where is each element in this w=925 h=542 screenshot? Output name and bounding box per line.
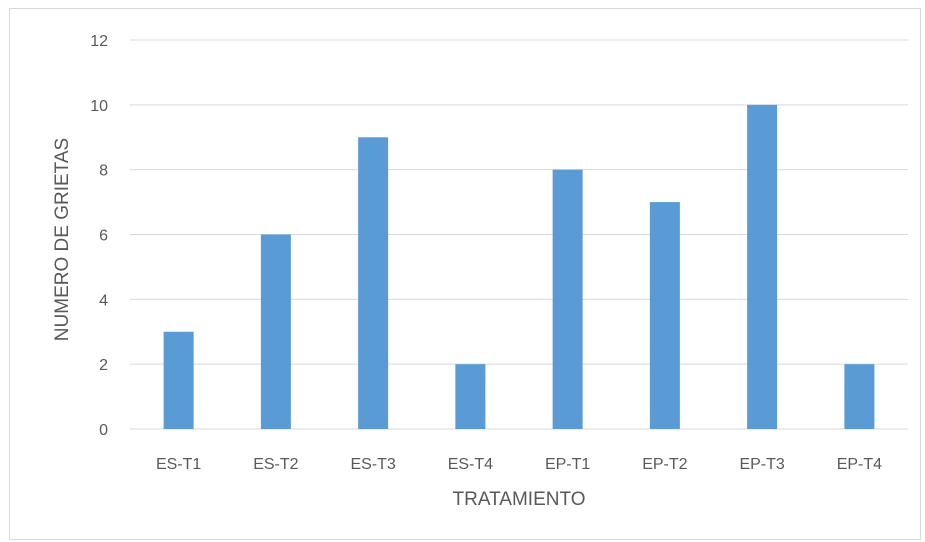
bar-ep-t3 bbox=[747, 104, 778, 429]
x-tick-label: ES-T4 bbox=[448, 456, 493, 473]
gridlines bbox=[130, 39, 908, 430]
y-tick-label: 2 bbox=[99, 357, 108, 374]
bar-ep-t2 bbox=[649, 202, 680, 429]
y-tick-label: 12 bbox=[90, 33, 108, 50]
x-tick-label: EP-T2 bbox=[642, 456, 687, 473]
bar-es-t2 bbox=[260, 234, 291, 429]
x-tick-label: EP-T4 bbox=[837, 456, 882, 473]
x-tick-label: ES-T1 bbox=[156, 456, 201, 473]
bar-es-t4 bbox=[455, 364, 486, 429]
x-tick-labels: ES-T1 ES-T2 ES-T3 ES-T4 EP-T1 EP-T2 EP-T3 EP-T4 bbox=[156, 456, 882, 473]
bar-ep-t1 bbox=[552, 169, 583, 429]
bars bbox=[163, 104, 875, 429]
y-tick-label: 4 bbox=[99, 292, 108, 309]
y-tick-label: 8 bbox=[99, 163, 108, 180]
x-axis-title: TRATAMIENTO bbox=[453, 489, 586, 510]
x-tick-label: EP-T3 bbox=[739, 456, 784, 473]
y-tick-label: 10 bbox=[90, 98, 108, 115]
x-tick-label: ES-T3 bbox=[350, 456, 395, 473]
bar-ep-t4 bbox=[844, 364, 875, 429]
y-tick-labels: 0 2 4 6 8 10 12 bbox=[90, 33, 108, 439]
y-axis-title: NUMERO DE GRIETAS bbox=[52, 138, 73, 341]
x-tick-label: EP-T1 bbox=[545, 456, 590, 473]
bar-es-t3 bbox=[358, 137, 389, 429]
y-tick-label: 6 bbox=[99, 228, 108, 245]
y-tick-label: 0 bbox=[99, 422, 108, 439]
x-tick-label: ES-T2 bbox=[253, 456, 298, 473]
bar-es-t1 bbox=[163, 331, 194, 429]
